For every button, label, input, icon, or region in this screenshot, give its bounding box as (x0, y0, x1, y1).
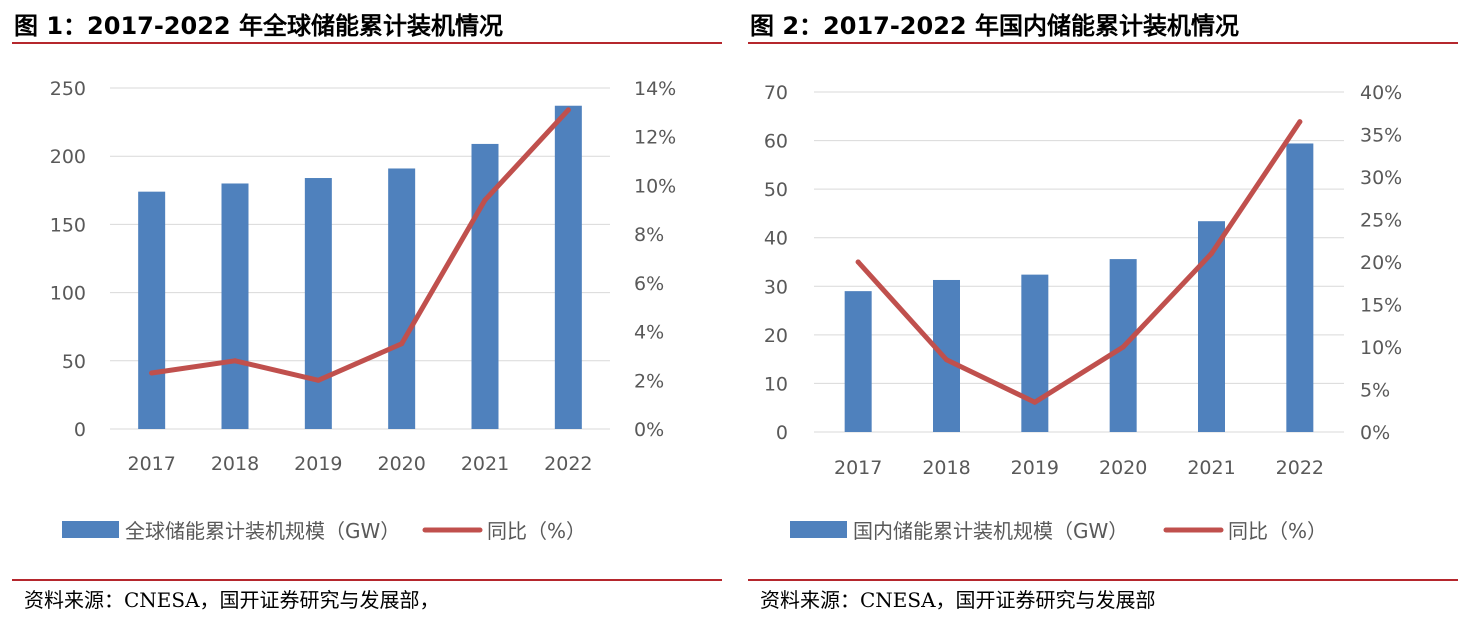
x-tick-label: 2020 (1099, 457, 1147, 479)
yoy-point-2022 (1297, 119, 1303, 125)
y-right-tick-label: 30% (1360, 167, 1402, 189)
yoy-point-2017 (149, 370, 155, 376)
bar-2018 (933, 279, 960, 432)
yoy-point-2020 (399, 341, 405, 347)
y-left-tick-label: 150 (50, 214, 86, 236)
y-left-tick-label: 50 (764, 179, 788, 201)
figure-2-panel: 图 2：2017-2022 年国内储能累计装机情况 0 10 20 30 40 50 60 7… (736, 0, 1458, 622)
legend-bar-label: 全球储能累计装机规模（GW） (125, 519, 400, 543)
figure-2-source-rule (748, 579, 1458, 581)
bar-2019 (1021, 274, 1049, 432)
x-tick-label: 2017 (834, 457, 882, 479)
legend-bar-swatch (62, 521, 119, 538)
y-right-tick-label: 12% (634, 127, 676, 149)
y-left-tick-label: 50 (62, 351, 86, 373)
y-right-tick-label: 35% (1360, 125, 1402, 147)
y-right-tick-label: 4% (634, 322, 664, 344)
x-tick-label: 2021 (461, 453, 509, 475)
figure-1-title: 图 1：2017-2022 年全球储能累计装机情况 (14, 12, 503, 40)
y-right-tick-label: 25% (1360, 210, 1402, 232)
y-right-tick-label: 10% (1360, 337, 1402, 359)
y-left-tick-label: 0 (74, 419, 86, 441)
figure-1-title-rule (12, 42, 722, 44)
yoy-point-2018 (232, 358, 238, 364)
x-tick-label: 2018 (922, 457, 970, 479)
yoy-point-2019 (315, 377, 321, 383)
x-tick-label: 2020 (377, 453, 425, 475)
y-right-tick-label: 14% (634, 78, 676, 100)
yoy-point-2017 (855, 259, 861, 265)
figure-2-title: 图 2：2017-2022 年国内储能累计装机情况 (750, 12, 1239, 40)
x-tick-label: 2017 (127, 453, 175, 475)
y-left-tick-label: 40 (764, 228, 788, 250)
y-left-tick-label: 10 (764, 373, 788, 395)
legend-line-label: 同比（%） (1228, 519, 1327, 543)
y-right-tick-label: 5% (1360, 380, 1390, 402)
yoy-point-2022 (565, 107, 571, 113)
yoy-line (855, 119, 1303, 405)
bar-2017 (138, 191, 166, 429)
figure-1-panel: 图 1：2017-2022 年全球储能累计装机情况 0 50 100 150 200 25… (0, 0, 722, 622)
y-right-tick-label: 40% (1360, 82, 1402, 104)
y-right-tick-label: 0% (634, 419, 664, 441)
bar-2017 (844, 291, 872, 432)
y-left-tick-label: 200 (50, 146, 86, 168)
x-tick-label: 2022 (1276, 457, 1324, 479)
figure-2-source: 资料来源：CNESA，国开证券研究与发展部 (760, 588, 1156, 612)
bar-2020 (388, 168, 416, 429)
bar-2019 (304, 178, 332, 429)
y-left-tick-label: 30 (764, 276, 788, 298)
legend-bar-swatch (790, 521, 847, 538)
figure-1-source-rule (12, 579, 722, 581)
figure-1-source: 资料来源：CNESA，国开证券研究与发展部， (24, 588, 440, 612)
y-right-tick-label: 2% (634, 370, 664, 392)
y-right-tick-label: 8% (634, 224, 664, 246)
x-tick-label: 2019 (294, 453, 342, 475)
bar-2022 (554, 105, 582, 429)
y-right-tick-label: 10% (634, 175, 676, 197)
y-right-tick-label: 0% (1360, 422, 1390, 444)
y-left-tick-label: 70 (764, 82, 788, 104)
y-left-tick-label: 20 (764, 325, 788, 347)
yoy-point-2019 (1032, 399, 1038, 405)
y-right-tick-label: 15% (1360, 295, 1402, 317)
y-right-tick-label: 20% (1360, 252, 1402, 274)
y-left-tick-label: 60 (764, 131, 788, 153)
x-tick-label: 2021 (1187, 457, 1235, 479)
yoy-point-2021 (1209, 251, 1214, 256)
yoy-point-2020 (1120, 344, 1126, 350)
legend-bar-label: 国内储能累计装机规模（GW） (853, 519, 1128, 543)
figure-2-chart: 0 10 20 30 40 50 60 70 0% 5% 10% 15% 20% 25% 30% 35% 40%… (764, 82, 1402, 543)
figure-1-chart: 0 50 100 150 200 250 0% 2% 4% 6% 8% 10% 12% 14% 2017 20… (50, 78, 677, 543)
y-left-tick-label: 250 (50, 78, 86, 100)
x-tick-label: 2019 (1011, 457, 1059, 479)
yoy-line (149, 107, 571, 383)
bar-2022 (1286, 143, 1314, 432)
x-tick-label: 2022 (544, 453, 592, 475)
yoy-point-2021 (482, 197, 488, 203)
yoy-point-2018 (944, 357, 949, 363)
figure-2-title-rule (748, 42, 1458, 44)
y-left-tick-label: 0 (776, 422, 788, 444)
legend-line-label: 同比（%） (487, 519, 586, 543)
x-tick-label: 2018 (211, 453, 259, 475)
y-left-tick-label: 100 (50, 283, 86, 305)
bar-2018 (221, 183, 249, 429)
y-right-tick-label: 6% (634, 273, 664, 295)
